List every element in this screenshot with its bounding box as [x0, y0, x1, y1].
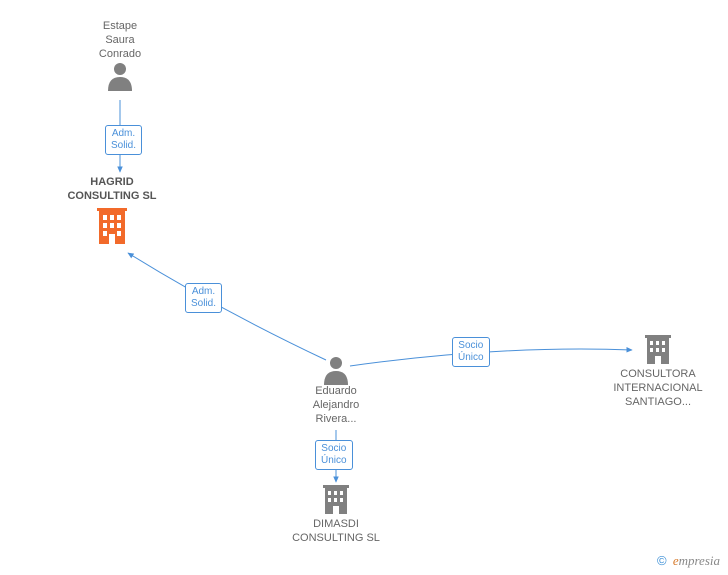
node-label: DIMASDI CONSULTING SL: [280, 518, 392, 546]
node-person-estape[interactable]: Estape Saura Conrado: [85, 20, 155, 91]
diagram-canvas: { "diagram": { "type": "network", "backg…: [0, 0, 728, 575]
person-icon: [322, 355, 350, 385]
building-icon: [95, 208, 129, 246]
edge-label-adm-solid-2: Adm. Solid.: [185, 283, 222, 313]
brand-rest: mpresia: [679, 553, 720, 568]
node-label: HAGRID CONSULTING SL: [52, 176, 172, 204]
node-person-eduardo[interactable]: Eduardo Alejandro Rivera...: [300, 355, 372, 426]
copyright-symbol: ©: [657, 553, 667, 568]
edge-person2-primary: [128, 253, 326, 360]
node-company-consultora[interactable]: CONSULTORA INTERNACIONAL SANTIAGO...: [598, 335, 718, 409]
node-company-hagrid[interactable]: HAGRID CONSULTING SL: [52, 176, 172, 246]
node-company-dimasdi[interactable]: DIMASDI CONSULTING SL: [280, 485, 392, 546]
edge-label-socio-unico-2: Socio Único: [315, 440, 353, 470]
building-icon: [644, 335, 672, 365]
edge-label-adm-solid-1: Adm. Solid.: [105, 125, 142, 155]
node-label: CONSULTORA INTERNACIONAL SANTIAGO...: [598, 368, 718, 409]
building-icon: [322, 485, 350, 515]
edge-label-socio-unico-1: Socio Único: [452, 337, 490, 367]
node-label: Eduardo Alejandro Rivera...: [300, 385, 372, 426]
node-label: Estape Saura Conrado: [85, 20, 155, 61]
watermark: © empresia: [657, 553, 720, 569]
edge-person2-consultora: [350, 349, 632, 366]
person-icon: [106, 61, 134, 91]
